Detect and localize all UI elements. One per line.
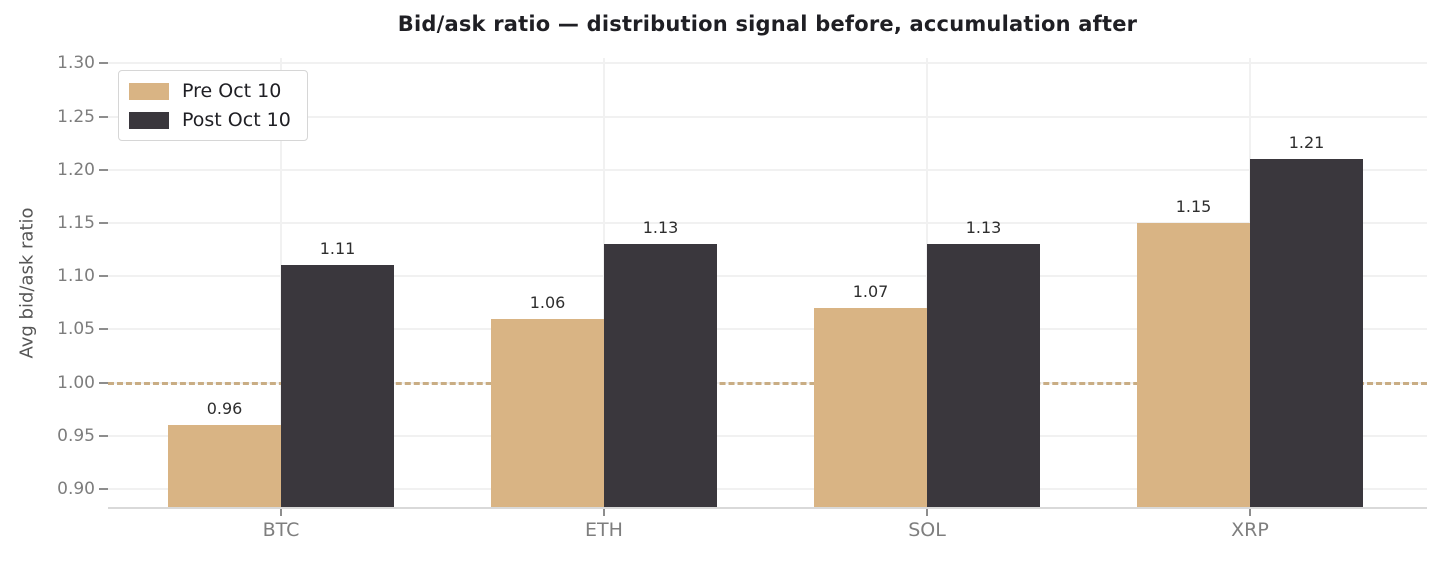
x-axis-category-label: BTC: [262, 519, 300, 541]
bar-value-label: 1.13: [965, 218, 1002, 238]
y-axis-tick-mark: [99, 221, 108, 224]
bar-post-sol: [927, 244, 1040, 507]
y-axis-tick-label: 1.15: [57, 212, 95, 233]
x-axis-tick-mark: [280, 509, 282, 516]
legend-row-pre: Pre Oct 10: [129, 80, 291, 102]
y-axis-tick-label: 1.00: [57, 372, 95, 393]
bar-value-label: 1.15: [1175, 196, 1212, 216]
chart-title: Bid/ask ratio — distribution signal befo…: [397, 12, 1138, 36]
bar-value-label: 0.96: [206, 399, 243, 419]
y-axis-tick-mark: [99, 275, 108, 278]
y-axis-tick-mark: [99, 168, 108, 171]
x-axis-tick-mark: [1249, 509, 1251, 516]
y-axis-tick-label: 1.20: [57, 159, 95, 180]
y-axis-tick-label: 1.05: [57, 319, 95, 340]
gridline-horizontal: [108, 62, 1427, 65]
gridline-horizontal: [108, 115, 1427, 118]
legend-swatch-post: [129, 111, 169, 129]
legend-label-pre: Pre Oct 10: [182, 80, 282, 102]
gridline-horizontal: [108, 275, 1427, 278]
gridline-horizontal: [108, 487, 1427, 490]
bar-pre-eth: [491, 318, 604, 507]
bar-value-label: 1.07: [852, 282, 889, 302]
gridline-horizontal: [108, 221, 1427, 224]
x-axis-category-label: SOL: [908, 519, 946, 541]
bar-value-label: 1.13: [642, 218, 679, 238]
gridline-horizontal: [108, 328, 1427, 331]
x-axis-tick-mark: [603, 509, 605, 516]
legend-label-post: Post Oct 10: [182, 109, 291, 131]
legend-row-post: Post Oct 10: [129, 109, 291, 131]
legend: Pre Oct 10 Post Oct 10: [118, 70, 308, 141]
y-axis-tick-label: 1.10: [57, 266, 95, 287]
x-axis-tick-mark: [926, 509, 928, 516]
bar-pre-xrp: [1137, 222, 1250, 507]
bar-post-eth: [604, 244, 717, 507]
y-axis-tick-label: 1.30: [57, 53, 95, 74]
y-axis-tick-label: 0.90: [57, 478, 95, 499]
y-axis-tick-mark: [99, 487, 108, 490]
bar-value-label: 1.21: [1288, 133, 1325, 153]
x-axis-line: [108, 507, 1427, 509]
plot-area: 0.96 1.06 1.07 1.15 1.11 1.13 1.13 1.21: [108, 58, 1427, 509]
y-axis-tick-mark: [99, 328, 108, 331]
bar-value-label: 1.06: [529, 292, 566, 312]
gridline-horizontal: [108, 168, 1427, 171]
x-axis-category-label: ETH: [585, 519, 623, 541]
y-axis-tick-label: 1.25: [57, 106, 95, 127]
y-axis-tick-mark: [99, 381, 108, 384]
bar-pre-btc: [168, 425, 281, 507]
y-axis-tick-label: 0.95: [57, 425, 95, 446]
bar-post-btc: [281, 265, 394, 507]
baseline-1.00-dashed-line: [108, 381, 1427, 385]
y-axis-tick-mark: [99, 62, 108, 65]
bar-value-label: 1.11: [319, 239, 356, 259]
bar-post-xrp: [1250, 159, 1363, 507]
legend-swatch-pre: [129, 82, 169, 100]
gridline-horizontal: [108, 434, 1427, 437]
y-axis-tick-mark: [99, 434, 108, 437]
x-axis-category-label: XRP: [1231, 519, 1269, 541]
bar-pre-sol: [814, 308, 927, 507]
y-axis-tick-mark: [99, 115, 108, 118]
